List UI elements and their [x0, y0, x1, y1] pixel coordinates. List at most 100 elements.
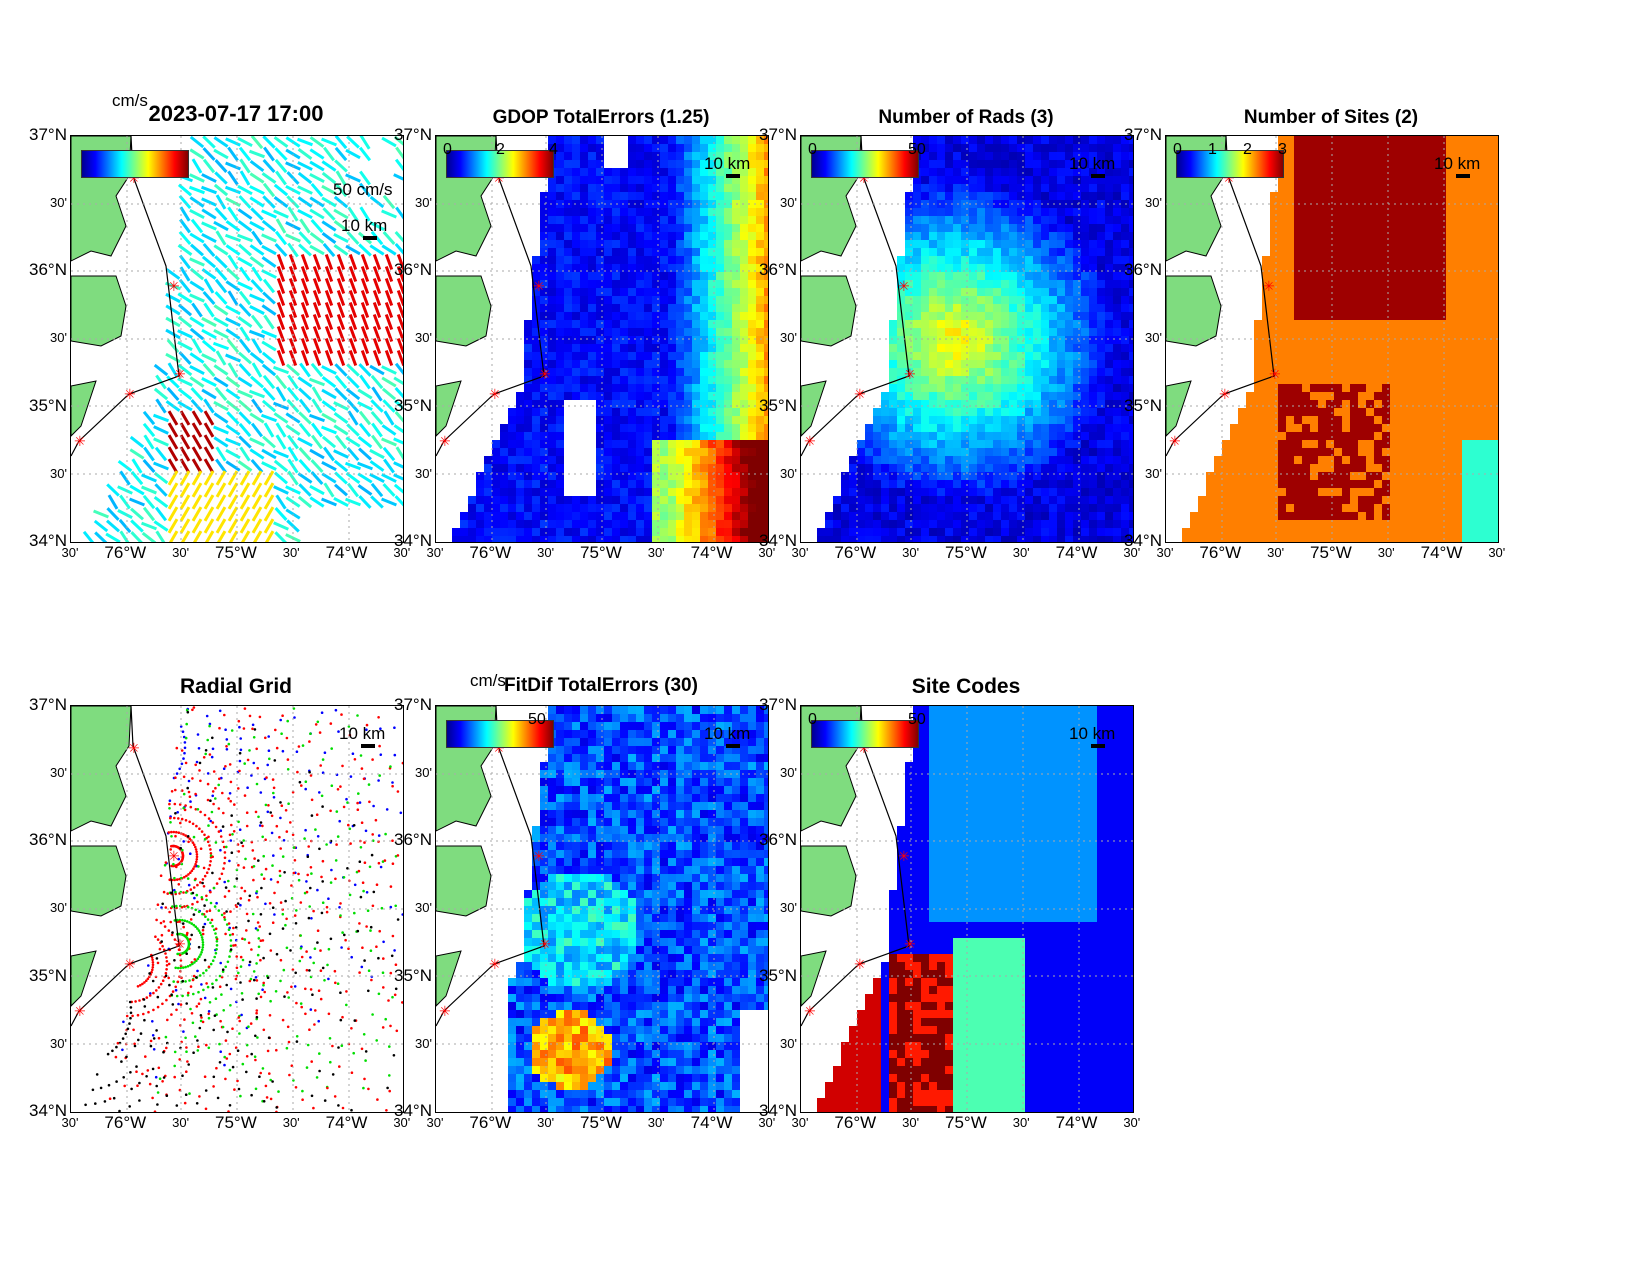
current-vector — [395, 146, 403, 160]
grid-cell — [921, 304, 929, 312]
grid-cell — [881, 424, 889, 432]
grid-cell — [1318, 392, 1326, 400]
grid-cell — [660, 144, 668, 152]
grid-cell — [724, 200, 732, 208]
grid-cell — [1001, 440, 1009, 448]
grid-cell — [532, 392, 540, 400]
grid-cell — [1025, 408, 1033, 416]
grid-cell — [985, 328, 993, 336]
grid-cell — [1041, 400, 1049, 408]
grid-cell — [1057, 240, 1065, 248]
grid-cell — [1334, 160, 1342, 168]
current-vector — [358, 146, 372, 162]
grid-cell — [1366, 184, 1374, 192]
grid-cell — [985, 456, 993, 464]
grid-cell — [1033, 232, 1041, 240]
scale-bar — [363, 236, 377, 240]
grid-cell — [1414, 216, 1422, 224]
grid-cell — [692, 504, 700, 512]
grid-cell — [865, 432, 873, 440]
grid-cell — [1406, 360, 1414, 368]
grid-cell — [1073, 184, 1081, 192]
grid-cell — [969, 432, 977, 440]
grid-cell — [628, 328, 636, 336]
grid-cell — [596, 296, 604, 304]
grid-cell — [1294, 272, 1302, 280]
grid-cell — [644, 184, 652, 192]
grid-cell — [628, 360, 636, 368]
grid-cell — [1446, 152, 1454, 160]
current-vector — [298, 459, 312, 473]
grid-cell — [748, 280, 756, 288]
grid-cell — [889, 432, 897, 440]
grid-cell — [1302, 344, 1310, 352]
grid-cell — [1374, 152, 1382, 160]
grid-cell — [985, 400, 993, 408]
grid-cell — [740, 376, 748, 384]
grid-cell — [1113, 400, 1121, 408]
grid-cell — [1001, 408, 1009, 416]
grid-cell — [993, 424, 1001, 432]
grid-cell — [1350, 296, 1358, 304]
grid-cell — [540, 240, 548, 248]
current-vector — [370, 482, 384, 498]
grid-cell — [889, 344, 897, 352]
grid-cell — [921, 360, 929, 368]
grid-cell — [532, 536, 540, 542]
grid-cell — [1041, 480, 1049, 488]
grid-cell — [921, 440, 929, 448]
grid-cell — [1486, 368, 1494, 376]
grid-cell — [684, 224, 692, 232]
grid-cell — [945, 512, 953, 520]
grid-cell — [764, 416, 768, 424]
current-vector — [333, 424, 349, 436]
grid-cell — [1302, 224, 1310, 232]
grid-cell — [684, 240, 692, 248]
grid-cell — [564, 248, 572, 256]
grid-cell — [764, 344, 768, 352]
grid-cell — [1017, 416, 1025, 424]
grid-cell — [993, 240, 1001, 248]
grid-cell — [1089, 320, 1097, 328]
grid-cell — [748, 392, 756, 400]
current-vector — [239, 518, 251, 534]
grid-cell — [1478, 168, 1486, 176]
grid-cell — [1041, 136, 1049, 144]
grid-cell — [1246, 400, 1254, 408]
grid-cell — [476, 536, 484, 542]
grid-cell — [572, 184, 580, 192]
grid-cell — [484, 488, 492, 496]
grid-cell — [1049, 504, 1057, 512]
grid-cell — [612, 184, 620, 192]
grid-cell — [961, 432, 969, 440]
grid-cell — [1342, 224, 1350, 232]
grid-cell — [1057, 528, 1065, 536]
grid-cell — [572, 288, 580, 296]
grid-cell — [1065, 416, 1073, 424]
grid-cell — [1009, 464, 1017, 472]
grid-cell — [764, 280, 768, 288]
grid-cell — [1350, 184, 1358, 192]
grid-cell — [612, 352, 620, 360]
grid-cell — [993, 456, 1001, 464]
grid-cell — [1033, 432, 1041, 440]
current-vector — [237, 136, 253, 148]
grid-cell — [756, 328, 764, 336]
grid-cell — [1366, 288, 1374, 296]
grid-cell — [620, 472, 628, 480]
grid-cell — [708, 496, 716, 504]
grid-cell — [1105, 288, 1113, 296]
grid-cell — [849, 520, 857, 528]
grid-cell — [953, 176, 961, 184]
current-vector — [346, 446, 360, 462]
grid-cell — [961, 440, 969, 448]
grid-cell — [1470, 280, 1478, 288]
grid-cell — [1254, 400, 1262, 408]
grid-cell — [1406, 384, 1414, 392]
grid-cell — [1446, 304, 1454, 312]
current-vector — [189, 148, 205, 160]
grid-cell — [1422, 248, 1430, 256]
current-vector — [394, 410, 403, 423]
grid-cell — [716, 424, 724, 432]
grid-cell — [708, 336, 716, 344]
